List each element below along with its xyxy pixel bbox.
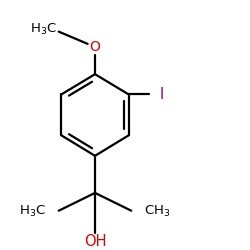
Text: CH$_3$: CH$_3$ [144,204,170,219]
Text: H$_3$C: H$_3$C [19,204,46,219]
Text: I: I [160,87,164,102]
Text: OH: OH [84,234,106,249]
Text: H$_3$C: H$_3$C [30,22,57,37]
Text: O: O [90,40,101,54]
